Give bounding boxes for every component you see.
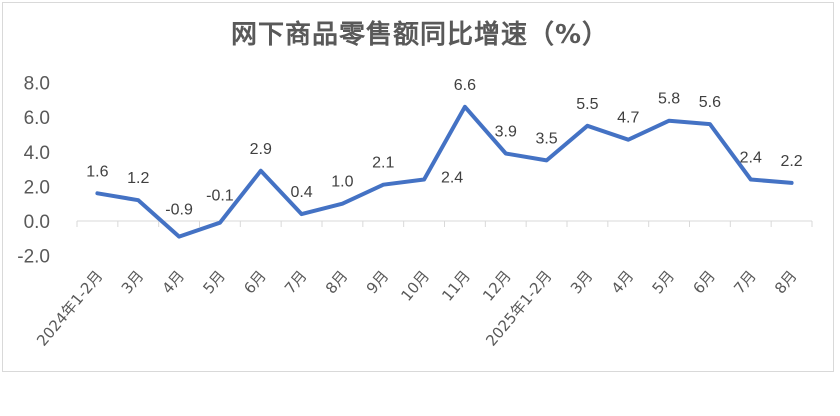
y-tick-label: 0.0 bbox=[24, 212, 50, 233]
y-tick-label: 2.0 bbox=[24, 177, 50, 198]
x-tick-label: 5月 bbox=[649, 267, 679, 297]
chart-title: 网下商品零售额同比增速（%） bbox=[230, 20, 610, 50]
data-label: 3.9 bbox=[495, 124, 517, 141]
series-line bbox=[95, 104, 794, 239]
data-label: -0.9 bbox=[165, 202, 193, 219]
x-tick-label: 9月 bbox=[363, 267, 393, 297]
y-axis: -2.0 0.0 2.0 4.0 6.0 8.0 bbox=[17, 74, 50, 268]
data-label: 2.9 bbox=[250, 141, 272, 158]
x-tick-label: 2024年1-2月 bbox=[33, 267, 106, 350]
data-label: 0.4 bbox=[290, 184, 312, 201]
data-label: 2.1 bbox=[372, 155, 394, 172]
x-tick-label: 4月 bbox=[608, 267, 638, 297]
x-tick-label: 6月 bbox=[240, 267, 270, 297]
x-tick-label: 11月 bbox=[438, 267, 474, 305]
x-tick-label: 3月 bbox=[567, 267, 597, 297]
x-tick-label: 8月 bbox=[322, 267, 352, 297]
x-axis: 2024年1-2月 3月 4月 5月 6月 7月 8月 9月 10月 11月 12月2025年1-2… bbox=[33, 220, 813, 350]
y-tick-label: -2.0 bbox=[17, 247, 50, 268]
data-label: 2.4 bbox=[441, 169, 463, 186]
x-tick-label: 8月 bbox=[771, 267, 801, 297]
y-tick-label: 6.0 bbox=[24, 108, 50, 129]
chart-frame bbox=[2, 2, 834, 372]
x-tick-label: 5月 bbox=[199, 267, 229, 297]
data-label: 1.2 bbox=[127, 170, 149, 187]
data-label: 5.5 bbox=[576, 96, 598, 113]
data-label: 6.6 bbox=[454, 77, 476, 94]
x-tick-label: 6月 bbox=[689, 267, 719, 297]
data-label: 3.5 bbox=[535, 130, 557, 147]
y-tick-label: 4.0 bbox=[24, 143, 50, 164]
x-tick-label: 12月 bbox=[479, 267, 515, 305]
data-label: 1.6 bbox=[86, 163, 108, 180]
x-tick-label: 4月 bbox=[159, 267, 189, 297]
data-labels: 1.6 1.2 -0.9 -0.1 2.9 0.4 1.0 2.1 2.4 6.6 3.9 3.5 5.… bbox=[86, 77, 803, 219]
y-tick-label: 8.0 bbox=[24, 74, 50, 95]
x-tick-label: 3月 bbox=[118, 267, 148, 297]
data-label: -0.1 bbox=[206, 188, 234, 205]
data-label: 2.4 bbox=[740, 149, 762, 166]
data-label: 2.2 bbox=[780, 153, 802, 170]
x-tick-label: 7月 bbox=[281, 267, 311, 297]
series bbox=[95, 104, 794, 239]
data-label: 1.0 bbox=[331, 174, 353, 191]
data-label: 4.7 bbox=[617, 110, 639, 127]
data-label: 5.6 bbox=[699, 94, 721, 111]
x-tick-label: 10月 bbox=[397, 267, 433, 305]
data-label: 5.8 bbox=[658, 91, 680, 108]
x-tick-label: 7月 bbox=[730, 267, 760, 297]
